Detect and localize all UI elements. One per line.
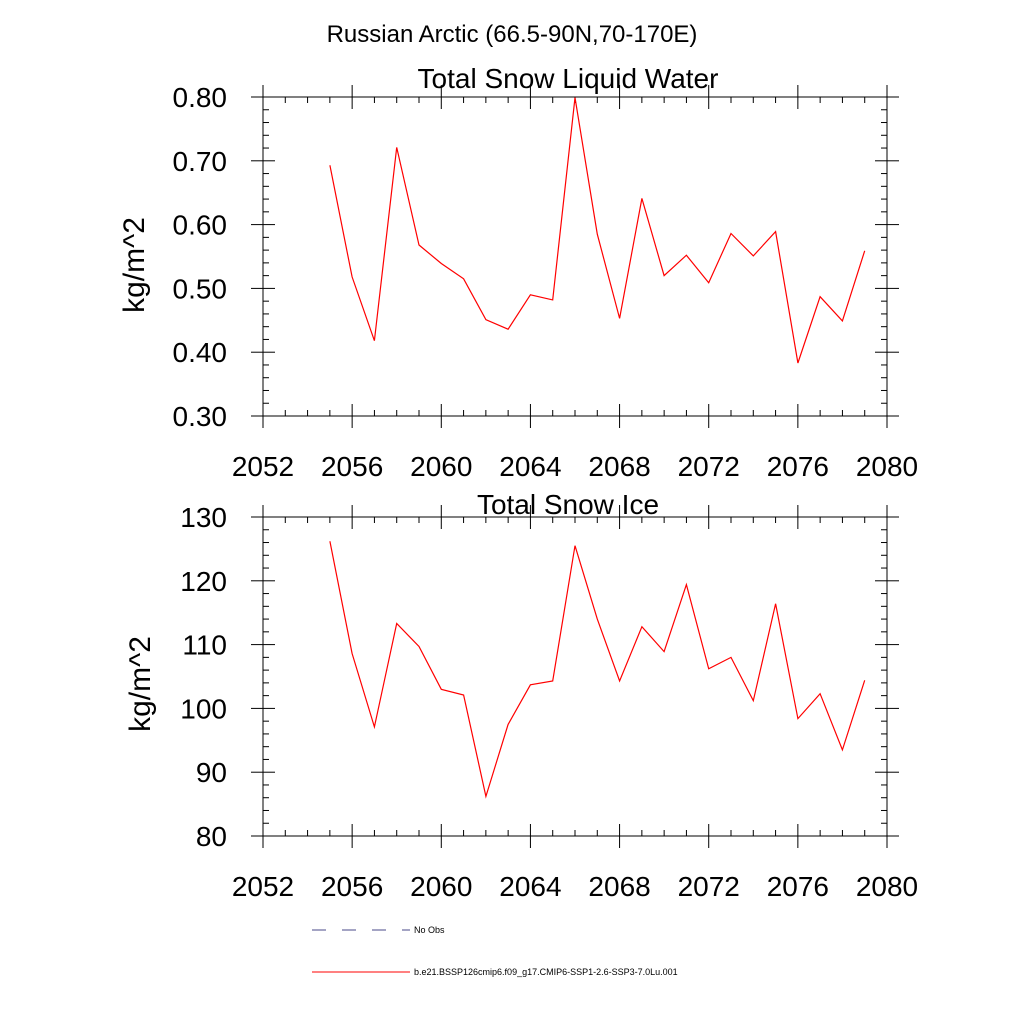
y-tick-label: 130 <box>180 502 227 533</box>
y-tick-label: 100 <box>180 693 227 724</box>
y-axis-label-liquid-water: kg/m^2 <box>118 217 151 313</box>
x-tick-label: 2072 <box>678 871 740 902</box>
x-tick-label: 2080 <box>856 451 918 482</box>
x-tick-label: 2064 <box>499 451 561 482</box>
chart-panel-snow-ice: Total Snow Ice kg/m^2 2052 2056 2060 2064 20… <box>124 489 918 902</box>
x-tick-label: 2052 <box>232 451 294 482</box>
y-tick-label: 0.40 <box>173 337 228 368</box>
x-tick-label: 2072 <box>678 451 740 482</box>
y-tick-label: 0.50 <box>173 273 228 304</box>
x-tick-label: 2056 <box>321 871 383 902</box>
legend-label-model-run: b.e21.BSSP126cmip6.f09_g17.CMIP6-SSP1-2.… <box>414 967 678 977</box>
figure-title: Russian Arctic (66.5-90N,70-170E) <box>327 21 698 48</box>
x-tick-label: 2060 <box>410 451 472 482</box>
x-tick-label: 2068 <box>588 451 650 482</box>
x-tick-label: 2052 <box>232 871 294 902</box>
panel-title-snow-ice: Total Snow Ice <box>477 489 659 520</box>
y-tick-label: 0.80 <box>173 82 228 113</box>
chart-panel-snow-liquid-water: Total Snow Liquid Water kg/m^2 2052 2056 2… <box>118 63 918 482</box>
x-tick-label: 2068 <box>588 871 650 902</box>
y-tick-label: 80 <box>196 821 227 852</box>
y-tick-label: 0.30 <box>173 401 228 432</box>
series-line <box>329 97 866 364</box>
y-tick-label: 0.70 <box>173 146 228 177</box>
y-axis-label-snow-ice: kg/m^2 <box>124 636 157 732</box>
y-tick-label: 0.60 <box>173 210 228 241</box>
x-tick-label: 2056 <box>321 451 383 482</box>
y-tick-label: 90 <box>196 757 227 788</box>
x-tick-label: 2076 <box>767 451 829 482</box>
x-tick-label: 2060 <box>410 871 472 902</box>
panel-title-liquid-water: Total Snow Liquid Water <box>418 63 719 94</box>
x-tick-label: 2064 <box>499 871 561 902</box>
x-tick-label: 2076 <box>767 871 829 902</box>
y-tick-label: 120 <box>180 566 227 597</box>
legend-label-no-obs: No Obs <box>414 925 445 935</box>
y-tick-label: 110 <box>182 630 227 661</box>
series-line <box>329 541 866 799</box>
legend: No Obs b.e21.BSSP126cmip6.f09_g17.CMIP6-… <box>312 925 678 977</box>
x-tick-label: 2080 <box>856 871 918 902</box>
